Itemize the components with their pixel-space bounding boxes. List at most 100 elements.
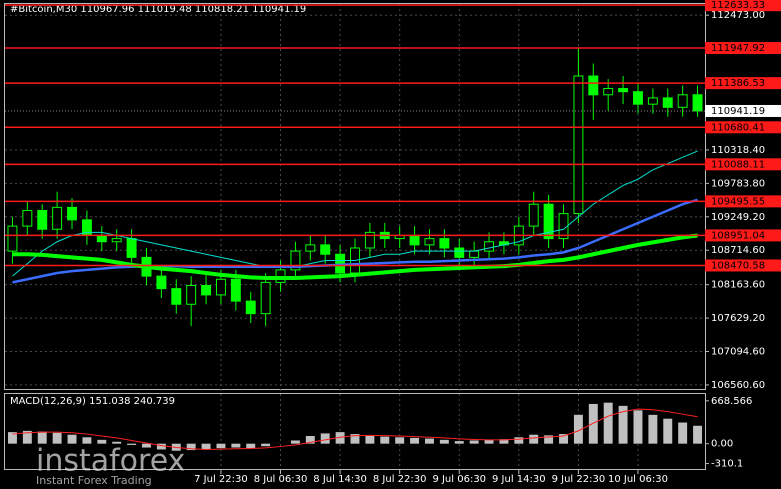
candle-body xyxy=(677,94,688,108)
candle-body xyxy=(454,247,465,258)
macd-bar xyxy=(22,430,32,444)
moving-average xyxy=(12,150,698,277)
candle-body xyxy=(260,281,271,315)
macd-bar xyxy=(678,422,688,444)
macd-frame xyxy=(4,393,706,470)
x-tick-label: 9 Jul 22:30 xyxy=(552,474,606,485)
candle-body xyxy=(573,75,584,215)
macd-bar xyxy=(142,443,151,448)
macd-bar xyxy=(82,437,92,444)
candle-body xyxy=(662,97,673,108)
macd-bar xyxy=(201,443,211,450)
watermark-subtitle: Instant Forex Trading xyxy=(36,474,152,487)
macd-bar xyxy=(395,437,405,444)
macd-bar xyxy=(633,410,643,444)
candle-body xyxy=(588,75,599,96)
moving-average xyxy=(12,198,698,284)
macd-bar xyxy=(514,437,524,444)
candle-body xyxy=(215,278,226,296)
price-level-label: 108470.58 xyxy=(711,260,765,271)
macd-bar xyxy=(588,403,598,444)
macd-bar xyxy=(484,439,494,444)
candle-body xyxy=(201,285,212,296)
macd-bar xyxy=(365,435,375,444)
candle-body xyxy=(111,238,122,243)
macd-bar xyxy=(156,443,166,450)
macd-bar xyxy=(693,425,703,444)
candle-body xyxy=(126,238,137,258)
candle-body xyxy=(692,94,703,112)
price-level-tag xyxy=(705,229,781,242)
candle-body xyxy=(543,203,554,240)
price-level-label: 112633.33 xyxy=(711,0,765,11)
macd-bar xyxy=(469,440,479,444)
candle-body xyxy=(186,285,197,305)
macd-bar xyxy=(320,433,330,444)
candle-body xyxy=(603,88,614,96)
candle-body xyxy=(156,275,167,290)
candle-body xyxy=(618,88,629,93)
candle-body xyxy=(37,209,48,230)
macd-bar xyxy=(231,443,241,448)
price-level-label: 110680.41 xyxy=(711,122,765,133)
macd-bar xyxy=(454,441,464,444)
macd-bar xyxy=(335,432,345,444)
x-tick-label: 8 Jul 22:30 xyxy=(373,474,427,485)
price-level-tag xyxy=(705,158,781,171)
price-level-label: 111386.53 xyxy=(711,78,765,89)
macd-bar xyxy=(7,432,17,444)
y-tick-label: 106560.60 xyxy=(711,380,765,391)
current-price-label: 110941.19 xyxy=(711,106,765,117)
candle-body xyxy=(424,238,435,246)
y-tick-label: 668.566 xyxy=(711,396,752,407)
y-tick-label: 108163.60 xyxy=(711,280,765,291)
candle-body xyxy=(290,250,301,271)
chart-title: #Bitcoin,M30 110967.96 111019.48 110818.… xyxy=(10,4,306,15)
macd-bar xyxy=(425,438,434,444)
price-level-tag xyxy=(705,77,781,90)
candle-body xyxy=(647,97,658,105)
price-level-label: 109495.55 xyxy=(711,196,765,207)
candle-body xyxy=(7,225,18,252)
macd-bar xyxy=(663,418,673,444)
macd-bar xyxy=(573,414,583,444)
y-tick-label: -310.1 xyxy=(711,459,743,470)
candle-body xyxy=(528,203,539,227)
macd-bar xyxy=(67,434,77,444)
macd-bar xyxy=(127,443,137,445)
candle-body xyxy=(439,238,450,249)
macd-bar xyxy=(112,441,122,444)
macd-bar xyxy=(186,443,196,451)
macd-bar xyxy=(529,434,539,444)
x-tick-label: 9 Jul 14:30 xyxy=(492,474,546,485)
y-tick-label: 109783.80 xyxy=(711,178,765,189)
candle-body xyxy=(52,206,63,230)
price-level-tag xyxy=(705,259,781,272)
macd-bar xyxy=(439,439,449,444)
macd-signal xyxy=(12,408,698,450)
current-price-tag xyxy=(705,104,781,117)
price-level-tag xyxy=(705,121,781,134)
y-tick-label: 112473.00 xyxy=(711,10,765,21)
candle-body xyxy=(230,278,241,302)
candle-body xyxy=(305,244,316,252)
macd-bar xyxy=(216,443,226,449)
candle-body xyxy=(409,234,420,246)
x-tick-label: 8 Jul 14:30 xyxy=(313,474,367,485)
macd-title: MACD(12,26,9) 151.038 240.739 xyxy=(10,396,175,407)
y-tick-label: 108714.60 xyxy=(711,245,765,256)
macd-bar xyxy=(52,432,62,444)
candle-body xyxy=(320,244,331,255)
macd-bar xyxy=(350,434,360,444)
y-tick-label: 107094.60 xyxy=(711,347,765,358)
x-tick-label: 8 Jul 06:30 xyxy=(254,474,308,485)
candle-body xyxy=(469,250,480,258)
price-level-tag xyxy=(705,195,781,208)
macd-bar xyxy=(305,435,315,444)
y-tick-label: 109249.20 xyxy=(711,212,765,223)
price-level-tag xyxy=(705,42,781,55)
macd-bar xyxy=(290,440,300,444)
price-level-label: 108951.04 xyxy=(711,230,765,241)
y-tick-label: 110318.40 xyxy=(711,145,765,156)
macd-bar xyxy=(246,443,256,449)
